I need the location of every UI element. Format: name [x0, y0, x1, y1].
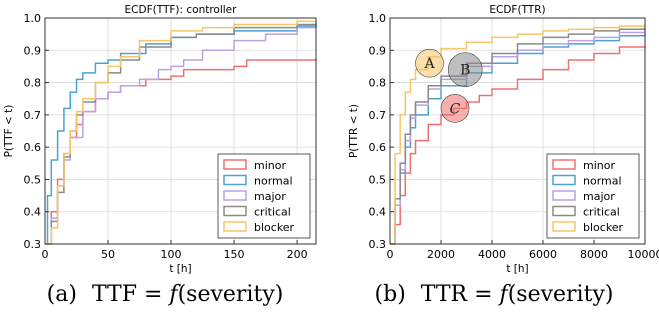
x-tick-label: 6000	[529, 248, 557, 261]
annotation-marker-b	[447, 52, 483, 87]
legend-label-minor: minor	[583, 159, 615, 172]
annotation-marker-c	[440, 94, 470, 123]
y-tick-label: 0.9	[24, 44, 42, 57]
caption-a-label: (a)	[46, 282, 77, 307]
x-tick-label: 8000	[580, 248, 608, 261]
plot-frame	[389, 17, 646, 245]
legend-label-normal: normal	[583, 175, 622, 188]
annotation-label-c: C	[450, 101, 461, 117]
caption-b-arg: (severity)	[507, 282, 614, 307]
legend-swatch-critical	[223, 205, 247, 217]
x-tick-label: 0	[387, 248, 394, 261]
x-tick-label: 200	[287, 248, 308, 261]
y-tick-label: 0.4	[369, 206, 387, 219]
legend-swatch-blocker	[223, 221, 247, 232]
caption-b-lhs: TTR	[420, 282, 468, 307]
y-tick-label: 0.6	[369, 141, 387, 154]
x-tick-label: 4000	[478, 248, 506, 261]
caption-a-func: f	[169, 282, 178, 307]
caption-b-eq: =	[474, 282, 493, 307]
legend-swatch-normal	[223, 174, 247, 186]
legend-swatch-major	[223, 190, 247, 201]
x-tick-label: 100	[161, 248, 182, 261]
y-tick-label: 0.5	[369, 173, 387, 186]
legend-label-critical: critical	[254, 206, 291, 219]
legend-label-blocker: blocker	[254, 221, 295, 234]
chart-ttf: 0 50 100 150 200 0.3 0.4 0.5 0.6 0.7 0.8 0.9 1.0 ECDF…	[3, 4, 317, 275]
y-tick-label: 0.4	[24, 206, 42, 219]
chart-ttr: A B C 0 2000 4000 6000 8000 10000 0.3 0.4 0.5 0.6 0.7…	[348, 4, 659, 275]
x-tick-label: 0	[42, 248, 49, 261]
y-tick-label: 0.9	[369, 44, 387, 57]
legend-label-major: major	[583, 190, 615, 203]
series-line-blocker	[45, 20, 316, 245]
legend: minor normal major critical blocker	[546, 153, 640, 239]
y-tick-label: 0.7	[369, 109, 387, 122]
y-tick-label: 0.8	[369, 77, 387, 90]
x-axis-label: t [h]	[169, 263, 191, 275]
y-tick-label: 0.3	[24, 238, 42, 251]
caption-b-func: f	[499, 282, 508, 307]
caption-a-lhs: TTF	[91, 282, 137, 307]
legend-label-blocker: blocker	[583, 221, 624, 234]
y-tick-label: 1.0	[24, 12, 42, 25]
y-axis-label: P(TTF < t)	[3, 105, 15, 158]
legend-swatch-blocker	[552, 221, 576, 232]
legend-swatch-critical	[552, 205, 576, 217]
chart-title: ECDF(TTR)	[489, 4, 545, 16]
caption-a: (a) TTF = f(severity)	[0, 282, 330, 307]
x-tick-label: 10000	[628, 248, 659, 261]
x-tick-label: 2000	[427, 248, 455, 261]
caption-b: (b) TTR = f(severity)	[329, 282, 659, 307]
legend-label-normal: normal	[254, 175, 293, 188]
legend-label-critical: critical	[583, 206, 620, 219]
caption-b-label: (b)	[374, 282, 406, 307]
annotation-label-a: A	[423, 56, 435, 72]
legend: minor normal major critical blocker	[217, 153, 311, 239]
annotation-label-b: B	[460, 63, 470, 79]
annotation-marker-a	[415, 48, 444, 78]
legend-label-minor: minor	[254, 159, 286, 172]
y-tick-label: 0.5	[24, 173, 42, 186]
caption-a-arg: (severity)	[177, 282, 284, 307]
y-tick-label: 0.6	[24, 141, 42, 154]
caption-a-eq: =	[143, 282, 163, 307]
y-tick-label: 0.3	[369, 238, 387, 251]
plot-frame	[44, 17, 317, 245]
legend-swatch-minor	[223, 159, 247, 170]
legend-swatch-normal	[552, 174, 576, 186]
legend-swatch-minor	[552, 159, 576, 170]
y-tick-label: 0.7	[24, 109, 42, 122]
series-line-blocker	[390, 24, 646, 245]
legend-label-major: major	[254, 190, 286, 203]
y-axis-label: P(TTR < t)	[348, 104, 360, 158]
y-tick-label: 0.8	[24, 77, 42, 90]
legend-swatch-major	[552, 190, 576, 201]
chart-title: ECDF(TTF): controller	[125, 4, 238, 16]
x-axis-label: t [h]	[506, 263, 528, 275]
x-tick-label: 150	[224, 248, 245, 261]
x-tick-label: 50	[101, 248, 115, 261]
y-tick-label: 1.0	[369, 12, 387, 25]
